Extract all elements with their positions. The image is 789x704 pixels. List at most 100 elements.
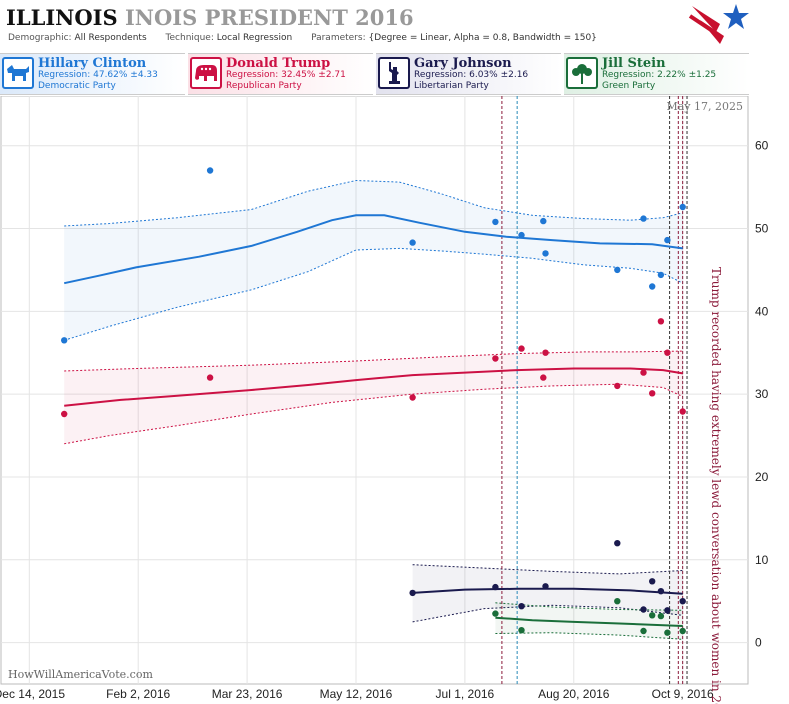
poll-point	[540, 374, 547, 381]
x-tick-label: May 12, 2016	[320, 687, 393, 701]
upper-bound-line	[64, 179, 683, 227]
tree-icon	[566, 57, 598, 89]
poll-point	[518, 345, 525, 352]
x-tick-label: Aug 20, 2016	[538, 687, 610, 701]
poll-point	[664, 607, 671, 614]
date-label: May 17, 2025	[666, 100, 743, 113]
x-tick-label: Jul 1, 2016	[436, 687, 495, 701]
poll-point	[492, 583, 499, 591]
poll-point	[640, 215, 647, 222]
donkey-icon	[2, 57, 34, 89]
confidence-band	[495, 602, 683, 640]
poll-point	[614, 540, 621, 547]
trend-line	[64, 367, 683, 407]
statue-of-liberty-icon	[378, 57, 410, 89]
candidate-name: Donald Trump	[226, 56, 331, 71]
trend-line	[63, 214, 683, 285]
poll-point	[206, 374, 214, 381]
poll-point	[614, 598, 621, 605]
y-tick-label: 10	[755, 553, 769, 567]
candidate-party: Green Party	[602, 81, 656, 91]
event-annotation: Trump recorded having extremely lewd con…	[709, 267, 723, 704]
poll-point	[657, 271, 665, 279]
candidate-card-johnson: Gary Johnson Regression: 6.03% ±2.16 Lib…	[376, 53, 561, 95]
confidence-band	[64, 351, 683, 444]
trend-line	[495, 616, 683, 627]
poll-point	[640, 369, 647, 376]
poll-point	[679, 203, 686, 211]
lower-bound-line	[64, 247, 683, 341]
parameters-value: {Degree = Linear, Alpha = 0.8, Bandwidth…	[368, 33, 597, 43]
poll-points	[60, 167, 686, 636]
candidate-card-clinton: Hillary Clinton Regression: 47.62% ±4.33…	[0, 53, 185, 95]
candidate-regression: Regression: 32.45% ±2.71	[226, 70, 346, 80]
candidate-legend: Hillary Clinton Regression: 47.62% ±4.33…	[0, 53, 789, 95]
parameters-label: Parameters:	[311, 33, 366, 43]
confidence-band	[64, 180, 683, 341]
poll-point	[657, 588, 665, 595]
poll-point	[518, 231, 525, 239]
poll-point	[409, 239, 416, 246]
poll-point	[518, 603, 525, 610]
poll-point	[657, 612, 665, 620]
candidate-regression: Regression: 6.03% ±2.16	[414, 70, 529, 80]
lower-bound-line	[495, 632, 683, 640]
poll-point	[518, 627, 525, 634]
poll-point	[649, 283, 656, 290]
candidate-card-stein: Jill Stein Regression: 2.22% ±1.25 Green…	[564, 53, 749, 95]
poll-point	[679, 627, 686, 635]
poll-point	[640, 627, 647, 635]
x-tick-label: Dec 14, 2015	[0, 687, 65, 701]
candidate-regression: Regression: 2.22% ±1.25	[602, 70, 717, 80]
event-lines	[501, 96, 688, 684]
chart-header: ILLINOIS INOIS PRESIDENT 2016 Demographi…	[0, 0, 789, 96]
poll-point	[409, 394, 416, 401]
x-tick-label: Oct 9, 2016	[652, 687, 714, 701]
poll-point	[60, 337, 68, 344]
poll-point	[640, 606, 647, 613]
poll-point	[492, 610, 499, 617]
poll-point	[679, 408, 686, 415]
poll-point	[649, 612, 656, 619]
poll-point	[664, 349, 671, 356]
poll-point	[657, 318, 665, 325]
y-tick-label: 60	[755, 139, 769, 153]
upper-bound-line	[64, 350, 683, 372]
poll-point	[540, 217, 547, 225]
candidate-party: Democratic Party	[38, 81, 116, 91]
confidence-bands	[64, 179, 683, 640]
poll-point	[542, 583, 549, 590]
candidate-regression: Regression: 47.62% ±4.33	[38, 70, 158, 80]
poll-point	[492, 218, 499, 226]
poll-point	[649, 578, 656, 585]
candidate-card-trump: Donald Trump Regression: 32.45% ±2.71 Re…	[188, 53, 373, 95]
elephant-icon	[190, 57, 222, 89]
candidate-party: Republican Party	[226, 81, 302, 91]
y-tick-label: 20	[755, 470, 769, 484]
confidence-band	[412, 564, 683, 622]
y-tick-label: 50	[755, 222, 769, 236]
demographic-value: All Respondents	[74, 33, 147, 43]
candidate-party: Libertarian Party	[414, 81, 489, 91]
candidate-name: Hillary Clinton	[38, 56, 147, 71]
poll-point	[614, 266, 621, 274]
plot-frame	[0, 96, 749, 685]
poll-point	[614, 382, 621, 390]
demographic-label: Demographic:	[8, 33, 72, 43]
y-tick-label: 30	[755, 387, 769, 401]
page-title: ILLINOIS INOIS PRESIDENT 2016	[6, 5, 414, 30]
upper-bound-line	[412, 564, 683, 575]
x-tick-label: Mar 23, 2016	[212, 687, 283, 701]
trend-lines	[63, 214, 683, 627]
y-tick-label: 40	[755, 304, 769, 318]
poll-point	[60, 410, 68, 418]
technique-value: Local Regression	[216, 33, 293, 43]
lower-bound-line	[64, 383, 683, 445]
poll-point	[492, 355, 499, 362]
poll-point	[206, 167, 214, 174]
x-tick-label: Feb 2, 2016	[106, 687, 170, 701]
parameters-line: Demographic: All Respondents Technique: …	[8, 33, 597, 43]
y-tick-label: 0	[755, 636, 762, 650]
poll-point	[542, 349, 549, 356]
poll-point	[664, 629, 671, 636]
